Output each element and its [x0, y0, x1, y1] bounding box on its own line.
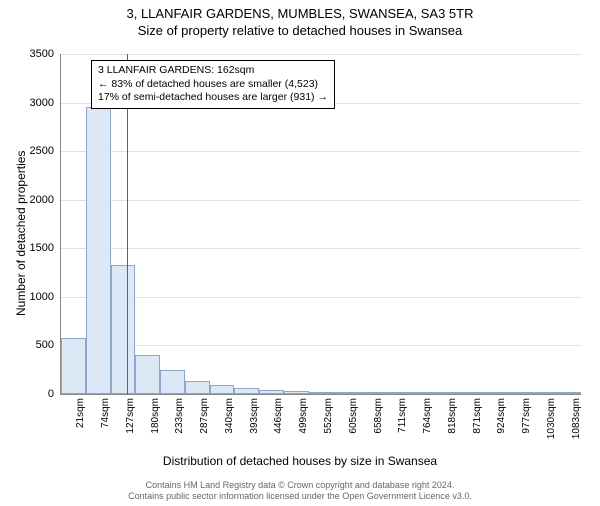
x-tick-label: 764sqm [422, 398, 433, 458]
histogram-bar [111, 265, 136, 394]
x-tick-label: 605sqm [348, 398, 359, 458]
x-tick-label: 924sqm [496, 398, 507, 458]
histogram-bar [284, 391, 309, 394]
x-tick-label: 871sqm [472, 398, 483, 458]
chart-title-line2: Size of property relative to detached ho… [0, 23, 600, 38]
histogram-bar [61, 338, 86, 394]
grid-line [61, 248, 581, 249]
grid-line [61, 297, 581, 298]
plot-area: 3 LLANFAIR GARDENS: 162sqm ← 83% of deta… [60, 54, 581, 395]
chart-footer: Contains HM Land Registry data © Crown c… [0, 480, 600, 503]
y-tick-label: 0 [14, 388, 54, 400]
histogram-bar [135, 355, 160, 394]
y-tick-label: 3000 [14, 97, 54, 109]
x-tick-label: 552sqm [323, 398, 334, 458]
y-tick-label: 2000 [14, 194, 54, 206]
grid-line [61, 151, 581, 152]
annotation-line1: 3 LLANFAIR GARDENS: 162sqm [98, 64, 328, 78]
histogram-bar [507, 392, 532, 394]
chart-title-line1: 3, LLANFAIR GARDENS, MUMBLES, SWANSEA, S… [0, 6, 600, 21]
histogram-bar [160, 370, 185, 394]
x-tick-label: 446sqm [273, 398, 284, 458]
histogram-bar [234, 388, 259, 394]
grid-line [61, 345, 581, 346]
footer-line1: Contains HM Land Registry data © Crown c… [0, 480, 600, 491]
histogram-bar [432, 392, 457, 394]
x-tick-label: 818sqm [447, 398, 458, 458]
grid-line [61, 200, 581, 201]
histogram-bar [457, 392, 482, 394]
histogram-bar [358, 392, 383, 394]
histogram-bar [408, 392, 433, 394]
annotation-line2: ← 83% of detached houses are smaller (4,… [98, 78, 328, 92]
x-tick-label: 287sqm [199, 398, 210, 458]
x-tick-label: 233sqm [174, 398, 185, 458]
y-tick-label: 2500 [14, 145, 54, 157]
x-tick-label: 711sqm [397, 398, 408, 458]
x-tick-label: 127sqm [125, 398, 136, 458]
grid-line [61, 54, 581, 55]
histogram-bar [86, 107, 111, 394]
histogram-bar [210, 385, 235, 394]
y-tick-label: 500 [14, 339, 54, 351]
histogram-bar [531, 392, 556, 394]
chart-container: 3, LLANFAIR GARDENS, MUMBLES, SWANSEA, S… [0, 6, 600, 506]
histogram-bar [333, 392, 358, 394]
histogram-bar [309, 392, 334, 394]
x-tick-label: 21sqm [75, 398, 86, 458]
x-tick-label: 658sqm [373, 398, 384, 458]
x-tick-label: 393sqm [249, 398, 260, 458]
x-tick-label: 74sqm [100, 398, 111, 458]
footer-line2: Contains public sector information licen… [0, 491, 600, 502]
x-tick-label: 977sqm [521, 398, 532, 458]
histogram-bar [185, 381, 210, 394]
x-tick-label: 499sqm [298, 398, 309, 458]
x-tick-label: 1030sqm [546, 398, 557, 458]
annotation-box: 3 LLANFAIR GARDENS: 162sqm ← 83% of deta… [91, 60, 335, 109]
annotation-line3: 17% of semi-detached houses are larger (… [98, 91, 328, 105]
histogram-bar [383, 392, 408, 394]
x-tick-label: 1083sqm [571, 398, 582, 458]
y-tick-label: 3500 [14, 48, 54, 60]
histogram-bar [482, 392, 507, 394]
y-tick-label: 1000 [14, 291, 54, 303]
x-tick-label: 340sqm [224, 398, 235, 458]
x-tick-label: 180sqm [150, 398, 161, 458]
y-tick-label: 1500 [14, 242, 54, 254]
histogram-bar [259, 390, 284, 394]
histogram-bar [556, 392, 581, 394]
